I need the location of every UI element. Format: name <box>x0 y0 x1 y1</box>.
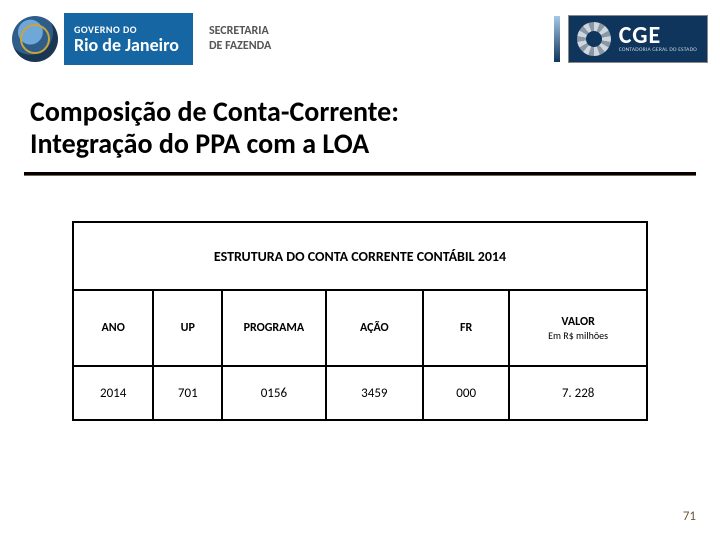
cell-fr: 000 <box>423 366 509 420</box>
col-programa: PROGRAMA <box>222 290 325 366</box>
cge-label: CGE <box>619 24 697 48</box>
gov-rio-block: GOVERNO DO Rio de Janeiro <box>64 13 193 65</box>
col-acao: AÇÃO <box>326 290 424 366</box>
state-crest-block: GOVERNO DO Rio de Janeiro <box>12 11 193 67</box>
cge-stripe <box>554 16 560 62</box>
cge-sub-label: CONTADORIA GERAL DO ESTADO <box>619 48 697 54</box>
header-bar: GOVERNO DO Rio de Janeiro SECRETARIA DE … <box>0 0 720 78</box>
title-underline <box>24 172 696 175</box>
title-line1: Composição de Conta-Corrente: <box>30 94 399 129</box>
cell-valor: 7. 228 <box>509 366 647 420</box>
page-number: 71 <box>683 509 696 524</box>
col-valor: VALOR Em R$ milhões <box>509 290 647 366</box>
cell-ano: 2014 <box>73 366 153 420</box>
table-row: 2014 701 0156 3459 000 7. 228 <box>73 366 647 420</box>
col-fr: FR <box>423 290 509 366</box>
sec-line1: SECRETARIA <box>209 24 271 39</box>
state-crest-icon <box>12 16 58 62</box>
secretaria-block: SECRETARIA DE FAZENDA <box>209 24 271 54</box>
gov-big-label: Rio de Janeiro <box>74 36 179 55</box>
cge-logo-block: CGE CONTADORIA GERAL DO ESTADO <box>568 15 708 63</box>
table-header-row: ANO UP PROGRAMA AÇÃO FR VALOR Em R$ milh… <box>73 290 647 366</box>
cell-up: 701 <box>153 366 222 420</box>
cell-acao: 3459 <box>326 366 424 420</box>
gear-icon <box>577 22 611 56</box>
data-table-wrap: ESTRUTURA DO CONTA CORRENTE CONTÁBIL 201… <box>72 221 648 421</box>
slide-title: Composição de Conta-Corrente: Integração… <box>0 78 720 166</box>
sec-line2: DE FAZENDA <box>209 39 271 54</box>
col-up: UP <box>153 290 222 366</box>
col-ano: ANO <box>73 290 153 366</box>
cell-programa: 0156 <box>222 366 325 420</box>
data-table: ESTRUTURA DO CONTA CORRENTE CONTÁBIL 201… <box>72 221 648 421</box>
table-caption: ESTRUTURA DO CONTA CORRENTE CONTÁBIL 201… <box>73 222 647 290</box>
title-line2: Integração do PPA com a LOA <box>30 126 369 161</box>
